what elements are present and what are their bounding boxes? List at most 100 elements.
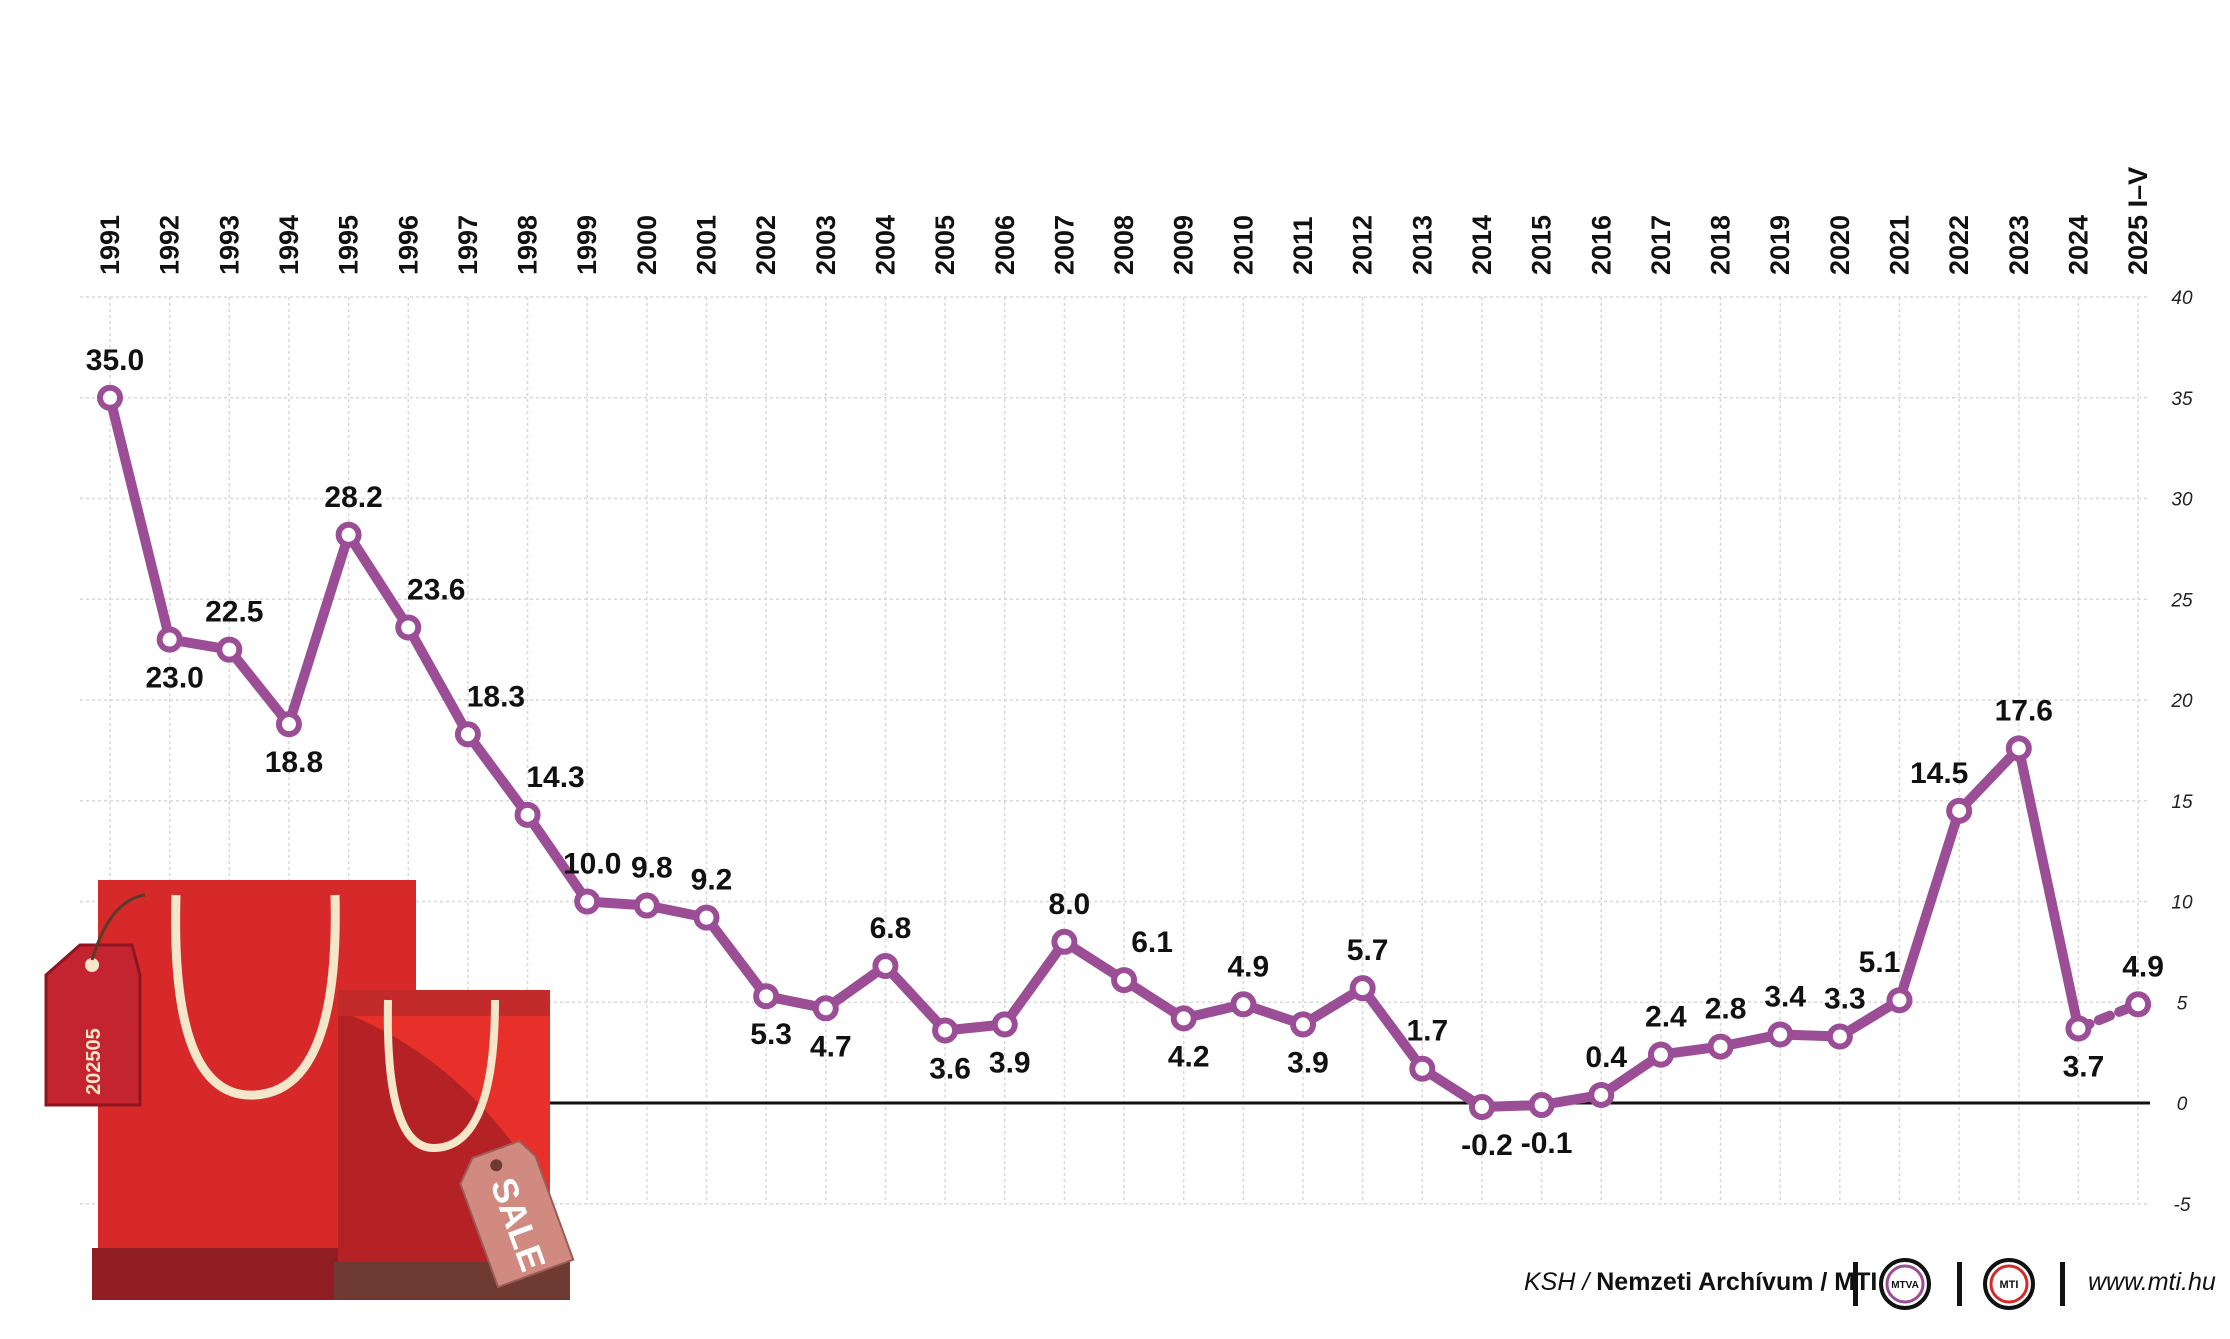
data-point: [156, 626, 183, 653]
x-tick-label: 2019: [1765, 215, 1795, 275]
data-label: 5.1: [1859, 946, 1901, 979]
data-label: 5.3: [750, 1018, 792, 1051]
data-label: 23.6: [407, 573, 465, 606]
data-label: 2.8: [1705, 993, 1747, 1026]
data-label: 6.8: [870, 912, 912, 945]
data-label: -0.2: [1461, 1129, 1513, 1162]
x-tick-label: 2014: [1467, 215, 1497, 275]
data-label: -0.1: [1521, 1127, 1573, 1160]
data-point: [1588, 1081, 1615, 1108]
x-tick-label: 2012: [1348, 215, 1378, 275]
x-tick-label: 2009: [1169, 215, 1199, 275]
data-point: [1468, 1094, 1495, 1121]
data-point: [1707, 1033, 1734, 1060]
data-point: [1767, 1021, 1794, 1048]
x-tick-label: 2004: [870, 215, 900, 275]
data-point: [216, 636, 243, 663]
x-tick-label: 1998: [513, 215, 543, 275]
data-label: 23.0: [145, 662, 203, 695]
data-label: 3.6: [929, 1052, 971, 1085]
data-label: 0.4: [1585, 1041, 1627, 1074]
data-point: [991, 1011, 1018, 1038]
data-point: [1528, 1092, 1555, 1119]
data-point: [275, 711, 302, 738]
y-tick-label: -5: [2174, 1195, 2191, 1216]
data-point: [693, 904, 720, 931]
data-point: [872, 952, 899, 979]
data-label: 3.4: [1764, 980, 1806, 1013]
x-tick-label: 1991: [95, 215, 125, 275]
data-label: 3.3: [1824, 983, 1866, 1016]
data-point: [2005, 735, 2032, 762]
data-point: [454, 721, 481, 748]
x-tick-label: 1997: [453, 215, 483, 275]
data-point: [1409, 1055, 1436, 1082]
x-tick-label: 2025 I–V: [2123, 167, 2153, 275]
x-tick-label: 2022: [1944, 215, 1974, 275]
x-tick-label: 2017: [1646, 215, 1676, 275]
bag-tag-text: 202505: [83, 1028, 105, 1095]
x-tick-label: 1993: [214, 215, 244, 275]
x-tick-label: 2021: [1885, 215, 1915, 275]
divider: [1957, 1262, 1962, 1306]
data-label: 8.0: [1049, 888, 1091, 921]
divider: [1853, 1262, 1858, 1306]
data-point: [753, 983, 780, 1010]
y-tick-label: 0: [2177, 1094, 2188, 1115]
data-point: [395, 614, 422, 641]
data-label: 4.9: [2122, 950, 2164, 983]
price-tag-icon: 202505: [44, 893, 146, 1107]
data-label: 18.3: [467, 680, 525, 713]
x-tick-label: 2001: [692, 215, 722, 275]
mti-logo-text: MTI: [2000, 1279, 2019, 1291]
data-label: 6.1: [1131, 926, 1173, 959]
data-label: 2.4: [1645, 1001, 1687, 1034]
data-label: 9.8: [631, 852, 673, 885]
data-label: 4.7: [810, 1030, 852, 1063]
data-point: [1886, 987, 1913, 1014]
x-tick-label: 1995: [334, 215, 364, 275]
data-label: 4.9: [1227, 950, 1269, 983]
data-point: [97, 384, 123, 411]
series-line: [105, 392, 2084, 1112]
y-tick-label: 35: [2171, 389, 2193, 410]
data-label: 14.3: [526, 761, 584, 794]
data-label: 3.9: [1287, 1046, 1329, 1079]
y-tick-label: 10: [2171, 893, 2193, 914]
source-credit: KSH / Nemzeti Archívum / MTI: [1524, 1268, 1877, 1297]
data-point: [932, 1017, 959, 1044]
x-tick-label: 2018: [1706, 215, 1736, 275]
data-point: [633, 892, 660, 919]
x-tick-label: 1994: [274, 215, 304, 275]
x-tick-label: 2013: [1407, 215, 1437, 275]
website-url: www.mti.hu: [2088, 1268, 2216, 1296]
x-tick-label: 2010: [1228, 215, 1258, 275]
x-tick-label: 2008: [1109, 215, 1139, 275]
sale-tag-icon: SALE: [459, 1139, 575, 1289]
grid-lines: [80, 296, 2150, 1205]
data-label: 28.2: [324, 481, 382, 514]
data-markers: [97, 384, 2152, 1121]
x-tick-label: 2003: [811, 215, 841, 275]
divider: [2060, 1262, 2065, 1306]
mtva-logo: MTVA: [1879, 1258, 1931, 1310]
x-tick-label: 1992: [155, 215, 185, 275]
x-tick-label: 2023: [2004, 215, 2034, 275]
x-tick-label: 2006: [990, 215, 1020, 275]
source-prefix: KSH /: [1524, 1268, 1590, 1296]
data-label: 22.5: [205, 596, 263, 629]
data-point: [1826, 1023, 1853, 1050]
data-label: 4.2: [1168, 1040, 1210, 1073]
x-tick-label: 1996: [393, 215, 423, 275]
y-tick-label: 25: [2170, 590, 2193, 611]
data-labels: 35.0 23.022.5 18.8 28.2 23.6 18.3 14.3 10.0 9.8 9…: [86, 344, 2164, 1162]
x-tick-label: 2002: [751, 215, 781, 275]
x-tick-label: 1999: [572, 215, 602, 275]
data-point: [514, 801, 541, 828]
x-tick-label: 2015: [1527, 215, 1557, 275]
data-point: [574, 888, 601, 915]
x-tick-label: 2000: [632, 215, 662, 275]
data-label: 14.5: [1910, 757, 1968, 790]
x-tick-label: 2007: [1049, 215, 1079, 275]
